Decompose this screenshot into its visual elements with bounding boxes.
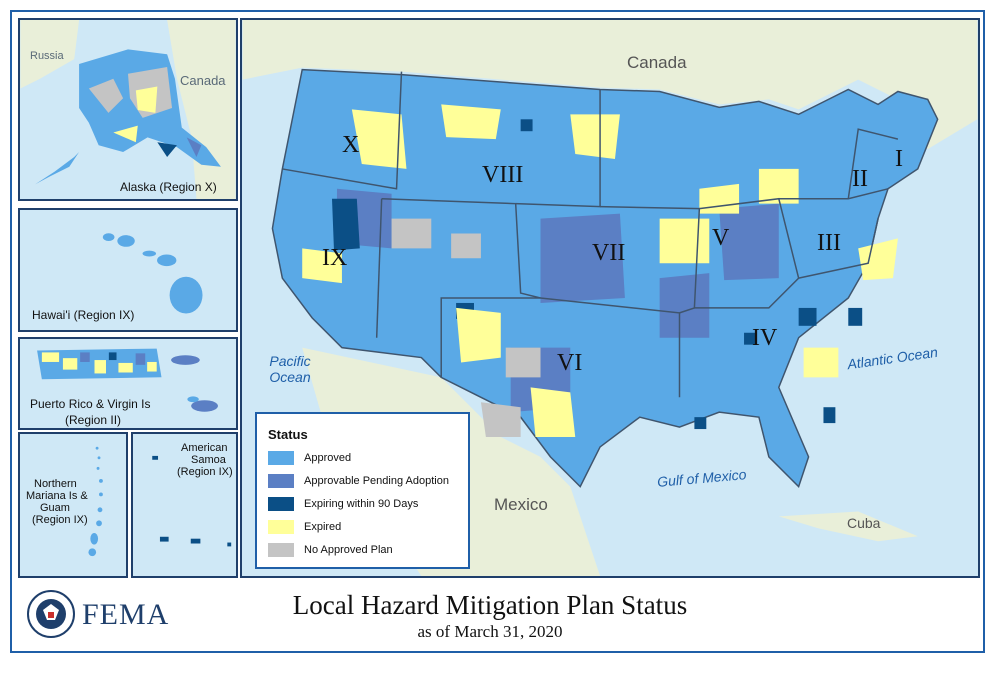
region-II: II [852,166,868,192]
hawaii-map [21,210,235,330]
alaska-inset: Russia Canada Alaska (Region X) [18,18,238,201]
puerto-rico-label-line2: (Region II) [65,413,122,427]
mariana-label-line2: Mariana Is & [26,490,88,502]
region-VII: VII [592,240,626,266]
canada-label: Canada [627,53,687,72]
legend-item: Approved [268,450,351,466]
region-X: X [342,132,360,158]
samoa-label-line3: (Region IX) [177,466,233,478]
legend-swatch-pending [268,474,294,488]
puerto-rico-inset: Puerto Rico & Virgin Is (Region II) [18,337,238,430]
alaska-label: Alaska (Region X) [120,180,217,194]
hawaii-inset: Hawai'i (Region IX) [18,208,238,332]
puerto-rico-label-line1: Puerto Rico & Virgin Is [30,397,151,411]
mariana-map [20,434,126,576]
contiguous-us-map [242,20,978,576]
legend: Status Approved Approvable Pending Adopt… [255,412,470,569]
region-VIII: VIII [482,162,524,188]
pacific-line1: Pacific [269,353,311,369]
legend-title: Status [268,427,308,442]
region-IV: IV [752,325,778,351]
canada-label-alaska: Canada [180,73,226,88]
mariana-label-line4: (Region IX) [32,514,88,526]
region-VI: VI [557,350,583,376]
pacific-ocean-label: Pacific Ocean [260,353,320,385]
russia-label: Russia [30,50,64,62]
puerto-rico-map [22,339,234,428]
cuba-label: Cuba [847,515,881,531]
legend-swatch-approved [268,451,294,465]
region-I: I [895,146,903,172]
legend-swatch-none [268,543,294,557]
legend-item: No Approved Plan [268,542,393,558]
mariana-label-line3: Guam [40,502,70,514]
samoa-label-line2: Samoa [191,454,226,466]
legend-label: Expired [304,521,342,533]
fema-logo: FEMA [82,598,170,631]
samoa-map [133,434,236,576]
dhs-seal-icon [27,590,75,638]
legend-swatch-expiring [268,497,294,511]
legend-item: Expired [268,519,341,535]
region-III: III [817,230,841,256]
legend-item: Approvable Pending Adoption [268,473,449,489]
legend-label: Approvable Pending Adoption [304,475,449,487]
region-V: V [712,225,730,251]
legend-label: No Approved Plan [304,544,393,556]
mariana-inset: Northern Mariana Is & Guam (Region IX) [18,432,128,578]
samoa-label-line1: American [181,442,228,454]
legend-label: Expiring within 90 Days [304,498,419,510]
legend-label: Approved [304,452,352,464]
samoa-inset: American Samoa (Region IX) [131,432,238,578]
pacific-line2: Ocean [269,369,311,385]
legend-swatch-expired [268,520,294,534]
region-IX: IX [322,245,348,271]
mexico-label: Mexico [494,495,548,514]
mariana-label-line1: Northern [34,478,77,490]
map-title: Local Hazard Mitigation Plan Status [292,590,688,620]
alaska-map [20,20,236,199]
legend-item: Expiring within 90 Days [268,496,418,512]
map-subtitle: as of March 31, 2020 [417,622,563,641]
main-map: Canada Mexico Cuba Pacific Ocean Atlanti… [240,18,980,578]
hawaii-label: Hawai'i (Region IX) [32,308,135,322]
